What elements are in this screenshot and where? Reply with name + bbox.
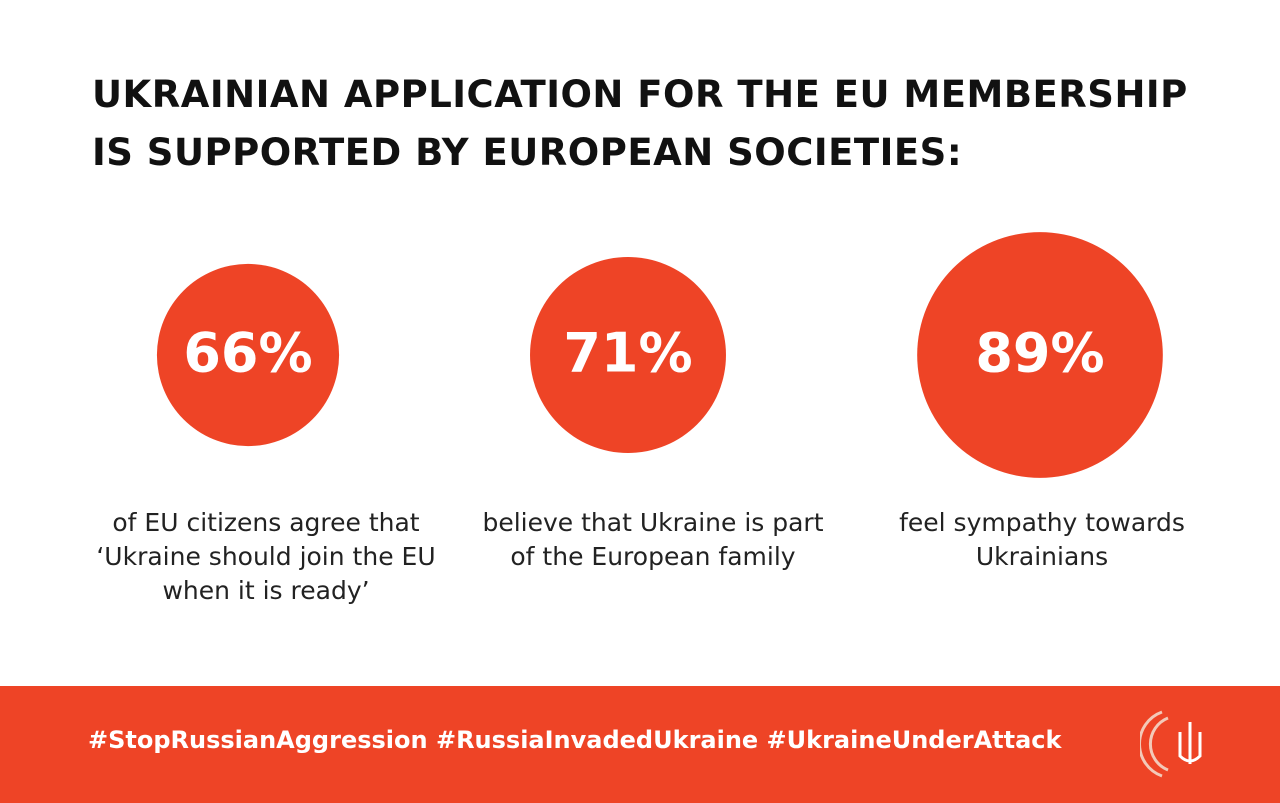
- footer-band: #StopRussianAggression #RussiaInvadedUkr…: [0, 686, 1280, 803]
- chart: 66% 71% 89%: [156, 232, 1163, 478]
- bubble: [156, 263, 340, 447]
- chart-title: UKRAINIAN APPLICATION FOR THE EU MEMBERS…: [92, 73, 1188, 174]
- value-label: 71%: [563, 322, 692, 385]
- description: feel sympathy towards Ukrainians: [899, 508, 1185, 571]
- description: of EU citizens agree that ‘Ukraine shoul…: [96, 508, 436, 605]
- value-label: 89%: [975, 322, 1104, 385]
- value-label: 66%: [183, 322, 312, 385]
- hashtags: #StopRussianAggression #RussiaInvadedUkr…: [88, 726, 1062, 754]
- bubble: [530, 257, 726, 453]
- logo: [1140, 710, 1202, 778]
- description: believe that Ukraine is part of the Euro…: [482, 508, 824, 571]
- bubble: [917, 232, 1163, 478]
